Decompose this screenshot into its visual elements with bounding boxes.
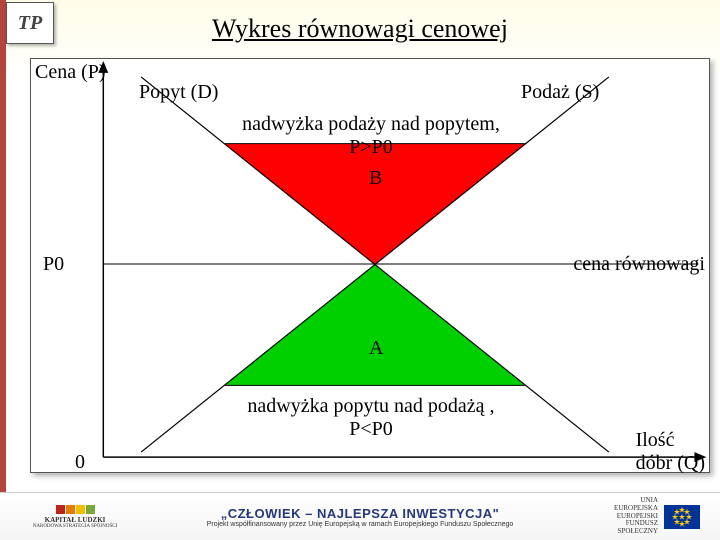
supply-label: Podaż (S) [521,81,599,104]
surplus-bottom-text: nadwyżka popytu nad podażą , P<P0 [31,395,711,441]
kl-line1: KAPITAŁ LUDZKI [45,516,106,524]
eu-flag-icon [664,505,700,529]
p0-label: P0 [43,253,64,276]
surplus-top-line1: nadwyżka podaży nad popytem, [242,113,500,135]
surplus-bottom-line1: nadwyżka popytu nad podażą , [247,395,494,417]
surplus-bottom-line2: P<P0 [349,418,393,440]
footer: KAPITAŁ LUDZKI NARODOWA STRATEGIA SPÓJNO… [0,492,720,540]
chart-frame: Cena (P) Popyt (D) Podaż (S) nadwyżka po… [30,58,710,473]
demand-label: Popyt (D) [139,81,218,104]
footer-center: „CZŁOWIEK – NAJLEPSZA INWESTYCJA" Projek… [120,506,600,528]
y-axis-label: Cena (P) [35,61,106,84]
footer-small-text: Projekt współfinansowany przez Unię Euro… [120,521,600,528]
surplus-top-text: nadwyżka podaży nad popytem, P>P0 [31,113,711,159]
eu-line1: UNIA EUROPEJSKA [600,497,658,512]
footer-big-text: „CZŁOWIEK – NAJLEPSZA INWESTYCJA" [120,506,600,521]
region-b-label: B [369,167,382,190]
eu-line3: FUNDUSZ SPOŁECZNY [600,520,658,535]
surplus-top-line2: P>P0 [349,136,393,158]
x-axis-line2: dóbr (Q) [636,452,705,474]
x-axis-line1: Ilość [636,429,675,451]
page-title: Wykres równowagi cenowej [0,14,720,44]
region-a-label: A [369,337,383,360]
kapital-ludzki-logo: KAPITAŁ LUDZKI NARODOWA STRATEGIA SPÓJNO… [30,497,120,537]
eu-logo-block: UNIA EUROPEJSKA EUROPEJSKI FUNDUSZ SPOŁE… [600,497,700,537]
surplus-triangle-b [224,144,527,264]
equilibrium-label: cena równowagi [573,253,705,276]
x-axis-label: Ilość dóbr (Q) [636,429,705,475]
left-accent-bar [0,0,6,540]
kl-mark-icon [56,505,95,514]
kl-line2: NARODOWA STRATEGIA SPÓJNOŚCI [33,524,117,529]
surplus-triangle-a [224,264,527,385]
origin-label: 0 [75,451,85,474]
